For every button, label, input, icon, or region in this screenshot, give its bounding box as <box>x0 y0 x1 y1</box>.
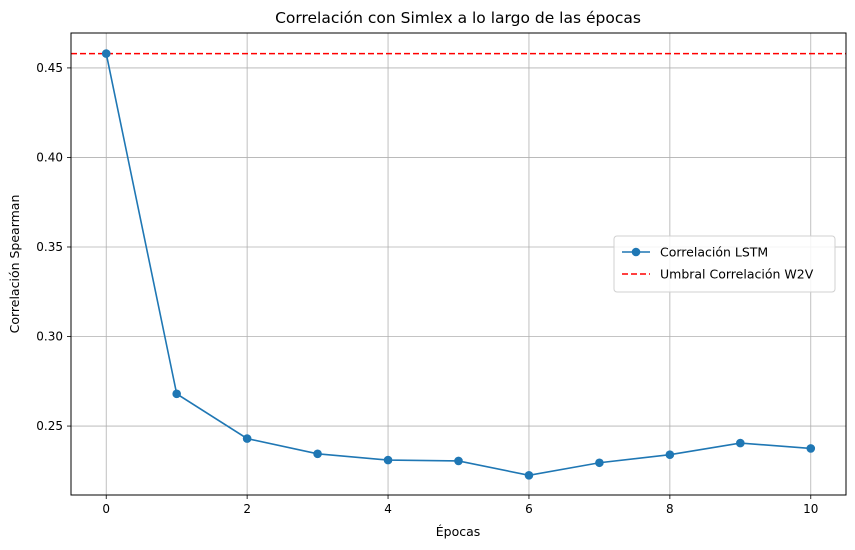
y-tick-label: 0.40 <box>36 150 63 164</box>
data-point <box>454 456 463 466</box>
x-axis-ticks: 0 2 4 6 8 10 <box>102 495 818 516</box>
data-point <box>595 458 604 468</box>
y-tick-label: 0.45 <box>36 61 63 75</box>
x-tick-label: 10 <box>803 502 818 516</box>
x-tick-label: 0 <box>102 502 110 516</box>
legend: Correlación LSTM Umbral Correlación W2V <box>613 235 836 293</box>
x-tick-label: 4 <box>384 502 392 516</box>
x-tick-label: 8 <box>666 502 674 516</box>
data-point <box>524 471 534 480</box>
data-point <box>101 49 111 58</box>
data-point <box>242 434 252 443</box>
data-point <box>172 389 181 399</box>
legend-box <box>613 235 836 293</box>
x-tick-label: 2 <box>243 502 251 516</box>
plot-frame <box>70 32 847 496</box>
data-point <box>806 444 816 453</box>
y-tick-label: 0.30 <box>36 330 63 344</box>
data-point <box>736 438 745 448</box>
data-series <box>101 49 816 480</box>
y-tick-label: 0.25 <box>36 419 63 433</box>
legend-marker-swatch <box>631 247 641 257</box>
x-tick-label: 6 <box>525 502 533 516</box>
y-axis-ticks: 0.25 0.30 0.35 0.40 0.45 <box>36 61 71 433</box>
chart-title: Correlación con Simlex a lo largo de las… <box>275 9 641 27</box>
y-axis-label: Correlación Spearman <box>7 195 22 334</box>
x-axis-label: Épocas <box>436 524 481 539</box>
legend-label: Correlación LSTM <box>660 245 768 260</box>
y-tick-label: 0.35 <box>36 240 63 254</box>
legend-label: Umbral Correlación W2V <box>660 267 814 282</box>
data-point <box>313 449 322 459</box>
data-point <box>665 450 675 460</box>
data-point <box>383 455 393 465</box>
